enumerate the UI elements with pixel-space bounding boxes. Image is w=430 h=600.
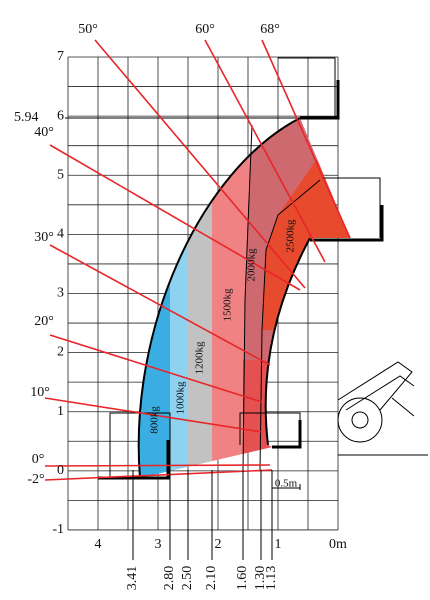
angle-line [44,464,271,467]
load-label: 1000kg [175,381,187,415]
angle-label: 10° [30,385,50,400]
angle-label: 40° [34,125,54,140]
load-label: 1200kg [194,341,206,375]
angle-line [49,144,301,291]
x-tick-label: 3 [155,537,162,552]
y-tick-label: 5 [57,167,64,182]
inner-envelope [264,237,311,446]
y-tick-label: 6 [57,108,64,123]
y-tick-label: 2 [57,345,64,360]
zone-1200 [188,118,212,478]
angle-lines [44,39,351,560]
reach-label: 1.13 [264,566,279,591]
load-label: 800kg [149,406,161,434]
angle-label: 0° [32,452,45,467]
labels: 7 6 5 4 3 2 1 0 -1 4 3 2 1 0m 5.94 68° 60° 50° 40° 30° 20° 10… [14,22,347,590]
x-tick-label: 2 [215,537,222,552]
reach-label: 2.10 [204,566,219,591]
angle-line [94,39,306,289]
load-label: 2000kg [246,248,258,282]
reach-label: 1.30 [253,566,268,591]
angle-label: 50° [78,22,98,37]
angle-line [44,397,263,433]
y-tick-label: 0 [57,463,64,478]
machine [337,361,428,456]
reach-label: 3.41 [125,566,140,591]
y-tick-label: 3 [57,286,64,301]
y-tick-label: 7 [57,49,64,64]
zone-1500 [212,118,252,478]
y-tick-label: 4 [57,227,64,242]
y-tick-label: 1 [57,404,64,419]
scale-label: 0.5m [275,478,298,490]
angle-line [261,39,351,239]
angle-label: 20° [34,314,54,329]
x-tick-label: 4 [95,537,102,552]
angle-line [49,334,263,403]
reach-label: 2.80 [162,566,177,591]
y-tick-label: -1 [52,522,64,537]
angle-label: -2° [27,472,44,487]
zone-1000 [170,118,188,478]
angle-line [44,469,273,481]
angle-label: 68° [260,22,280,37]
reach-label: 2.50 [180,566,195,591]
angle-line [49,244,271,366]
angle-line [204,39,326,263]
angle-label: 60° [195,22,215,37]
reach-label: 1.60 [235,566,250,591]
x-tick-label: 0m [329,537,347,552]
load-label: 2500kg [285,219,297,253]
angle-label: 30° [34,230,54,245]
load-label: 1500kg [222,288,234,322]
height-label: 5.94 [14,110,39,125]
x-tick-label: 1 [275,537,282,552]
load-zones [138,118,350,478]
